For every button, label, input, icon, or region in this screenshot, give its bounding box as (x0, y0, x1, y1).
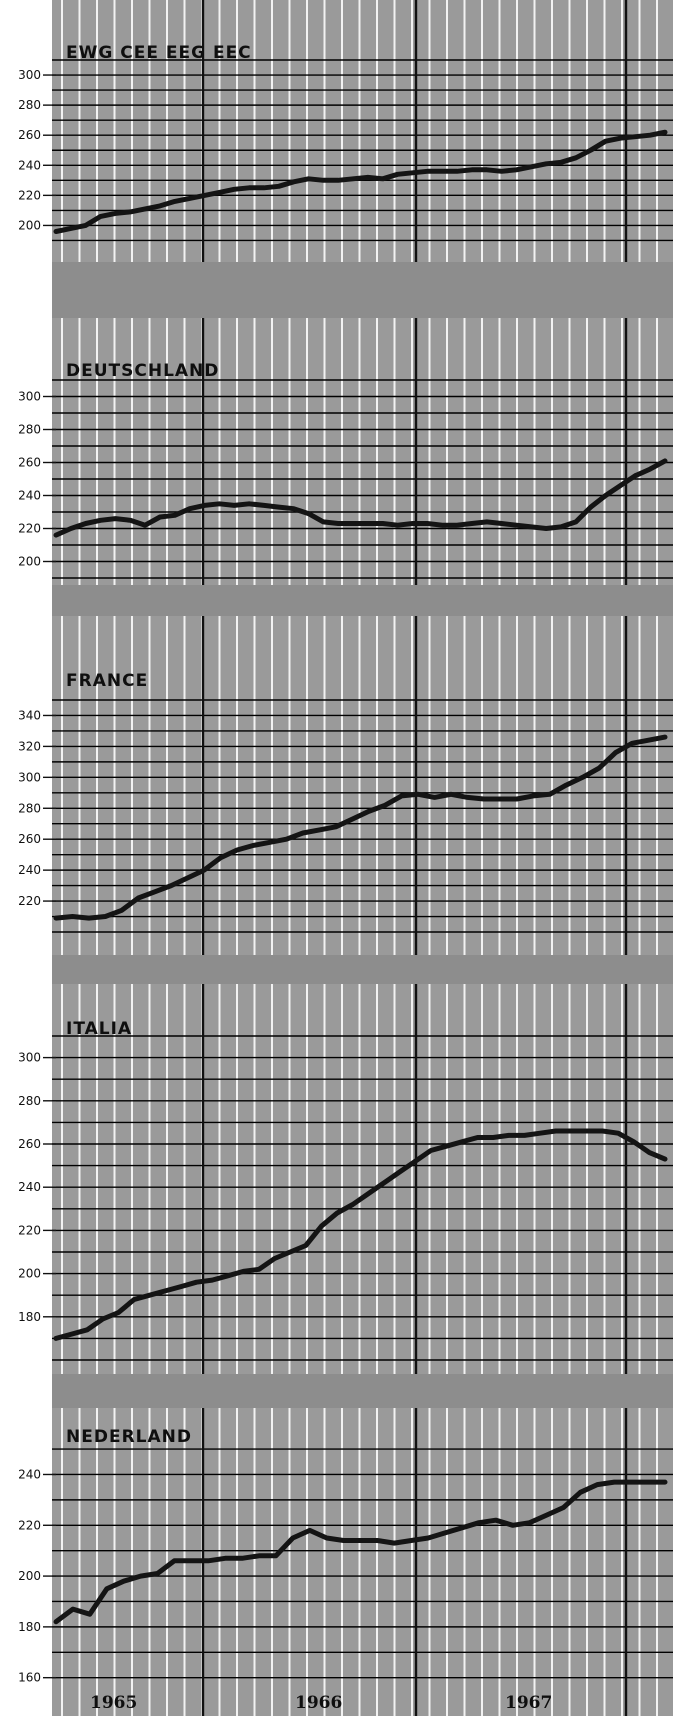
panel-italia-background (52, 984, 673, 1374)
year-label-1966: 1966 (295, 1693, 342, 1713)
ytick-label: 220 (18, 188, 41, 202)
separator-band (52, 955, 673, 984)
ytick-label: 240 (18, 1467, 41, 1481)
panel-title-nederland: NEDERLAND (66, 1427, 192, 1447)
ytick-label: 200 (18, 1569, 41, 1583)
ytick-label: 240 (18, 863, 41, 877)
ytick-label: 300 (18, 68, 41, 82)
series-line-nederland (53, 1479, 668, 1625)
ytick-label: 180 (18, 1310, 41, 1324)
ytick-label: 300 (18, 1051, 41, 1065)
panel-ewg-background (52, 0, 673, 262)
ytick-label: 160 (18, 1671, 41, 1685)
series-line-ewg (53, 129, 668, 234)
ytick-label: 220 (18, 522, 41, 536)
ytick-label: 260 (18, 456, 41, 470)
separator-band (52, 585, 673, 616)
year-label-1967: 1967 (505, 1693, 552, 1713)
ytick-label: 200 (18, 555, 41, 569)
ytick-label: 280 (18, 98, 41, 112)
ytick-label: 220 (18, 894, 41, 908)
ytick-label: 220 (18, 1223, 41, 1237)
ytick-label: 200 (18, 218, 41, 232)
ytick-label: 300 (18, 390, 41, 404)
year-label-1965: 1965 (90, 1693, 137, 1713)
panel-title-deutschland: DEUTSCHLAND (66, 361, 219, 381)
ytick-label: 240 (18, 489, 41, 503)
panel-france-background (52, 616, 673, 955)
series-line-italia (53, 1128, 668, 1341)
ytick-label: 280 (18, 1094, 41, 1108)
panel-title-italia: ITALIA (66, 1019, 132, 1039)
tick-layer: 200 220 240 260 280 300 200 220 240 260 280 300 220 2… (18, 68, 56, 1685)
panel-nederland-background (52, 1408, 673, 1716)
ytick-label: 260 (18, 128, 41, 142)
ytick-label: 340 (18, 708, 41, 722)
ytick-label: 220 (18, 1518, 41, 1532)
ytick-label: 320 (18, 739, 41, 753)
series-line-deutschland (53, 458, 668, 538)
panel-title-ewg: EWG CEE EEG EEC (66, 43, 252, 63)
ytick-label: 260 (18, 832, 41, 846)
ytick-label: 280 (18, 423, 41, 437)
ytick-label: 300 (18, 770, 41, 784)
grid-layer (52, 0, 673, 1716)
separator-band (52, 262, 673, 318)
ytick-label: 200 (18, 1267, 41, 1281)
panel-title-france: FRANCE (66, 671, 148, 691)
ytick-label: 280 (18, 801, 41, 815)
ytick-label: 260 (18, 1137, 41, 1151)
ytick-label: 180 (18, 1620, 41, 1634)
ytick-label: 240 (18, 158, 41, 172)
ytick-label: 240 (18, 1180, 41, 1194)
separator-band (52, 1374, 673, 1408)
series-line-france (53, 734, 668, 921)
